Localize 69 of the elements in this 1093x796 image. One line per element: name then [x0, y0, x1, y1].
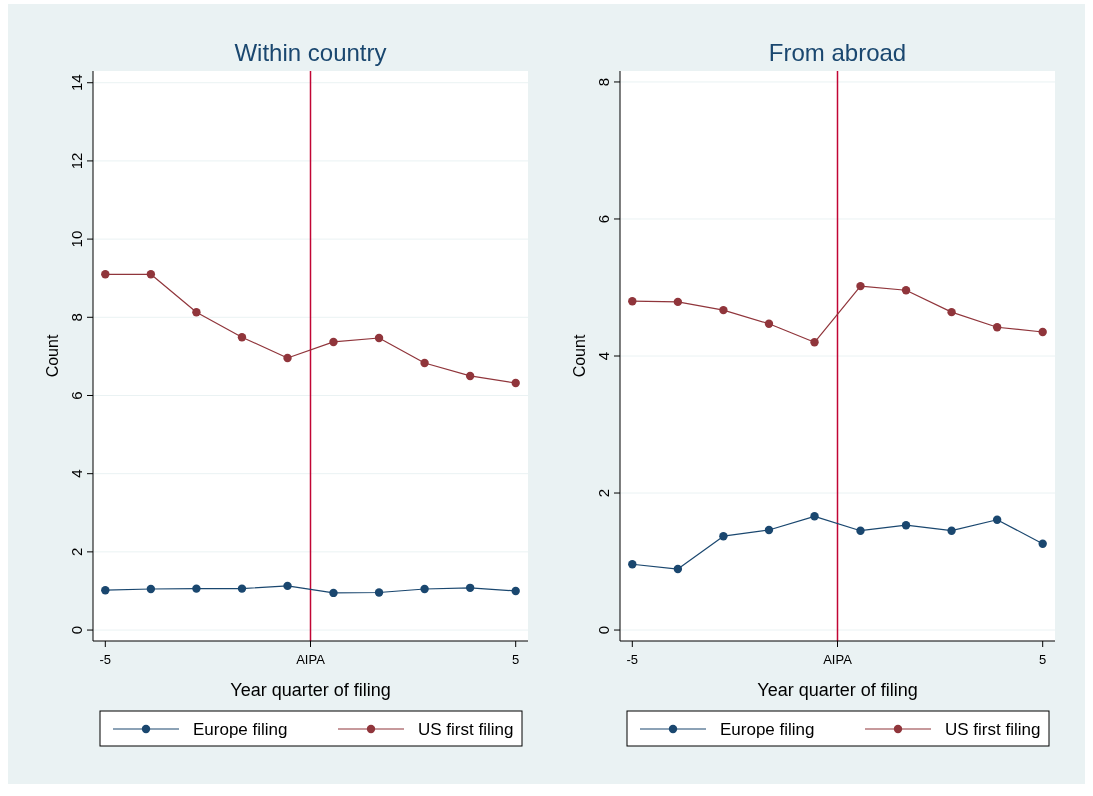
- point: [511, 586, 520, 596]
- y-tick-label: 8: [68, 313, 85, 322]
- x-tick-label: 5: [512, 652, 520, 667]
- x-tick-label: -5: [99, 652, 112, 667]
- point: [901, 521, 911, 530]
- point: [810, 512, 819, 521]
- x-tick-label: AIPA: [296, 652, 326, 667]
- point: [673, 564, 683, 574]
- point: [374, 333, 384, 343]
- point: [719, 531, 728, 541]
- point: [947, 526, 956, 535]
- point: [146, 270, 156, 279]
- y-tick-label: 14: [68, 74, 85, 92]
- chart-title: Within country: [234, 39, 387, 66]
- point: [856, 281, 865, 291]
- legend-label: Europe filing: [193, 720, 288, 739]
- point: [901, 286, 911, 295]
- point: [420, 358, 429, 368]
- y-tick-label: 10: [68, 230, 85, 248]
- y-tick-label: 12: [68, 152, 85, 170]
- y-tick-label: 2: [68, 547, 85, 557]
- point: [810, 338, 819, 347]
- point: [329, 588, 338, 598]
- y-tick-label: 2: [595, 488, 612, 498]
- point: [947, 307, 956, 317]
- point: [283, 581, 292, 591]
- legend-label: US first filing: [945, 720, 1041, 739]
- point: [237, 333, 247, 342]
- y-tick-label: 8: [595, 77, 612, 87]
- x-tick-label: AIPA: [823, 652, 853, 667]
- point: [992, 515, 1002, 524]
- point: [992, 323, 1002, 332]
- point: [192, 584, 201, 593]
- point: [673, 297, 683, 307]
- legend-label: Europe filing: [720, 720, 815, 739]
- point: [101, 585, 110, 595]
- point: [628, 560, 637, 569]
- point: [465, 583, 475, 593]
- point: [465, 371, 475, 381]
- y-tick-label: 4: [68, 469, 85, 478]
- point: [101, 270, 110, 279]
- point: [329, 337, 338, 347]
- y-tick-label: 6: [68, 391, 85, 400]
- y-tick-label: 6: [595, 214, 612, 224]
- point: [764, 319, 774, 328]
- x-axis-title: Year quarter of filing: [230, 680, 391, 700]
- point: [283, 353, 292, 363]
- point: [420, 584, 429, 594]
- point: [1038, 539, 1047, 548]
- y-tick-label: 4: [595, 351, 612, 361]
- point: [237, 584, 247, 593]
- legend-label: US first filing: [418, 720, 514, 739]
- point: [764, 525, 774, 535]
- point: [511, 378, 520, 388]
- x-axis-title: Year quarter of filing: [757, 680, 918, 700]
- y-axis-title: Count: [44, 334, 61, 378]
- point: [856, 526, 865, 535]
- chart-title: From abroad: [768, 39, 907, 66]
- point: [1038, 327, 1047, 337]
- point: [192, 308, 201, 317]
- point: [719, 305, 728, 315]
- point: [146, 584, 156, 594]
- point: [628, 296, 637, 306]
- y-tick-label: 0: [68, 625, 85, 635]
- x-tick-label: 5: [1039, 652, 1047, 667]
- x-tick-label: -5: [626, 652, 639, 667]
- y-tick-label: 0: [595, 625, 612, 635]
- point: [374, 588, 384, 597]
- y-axis-title: Count: [571, 334, 588, 378]
